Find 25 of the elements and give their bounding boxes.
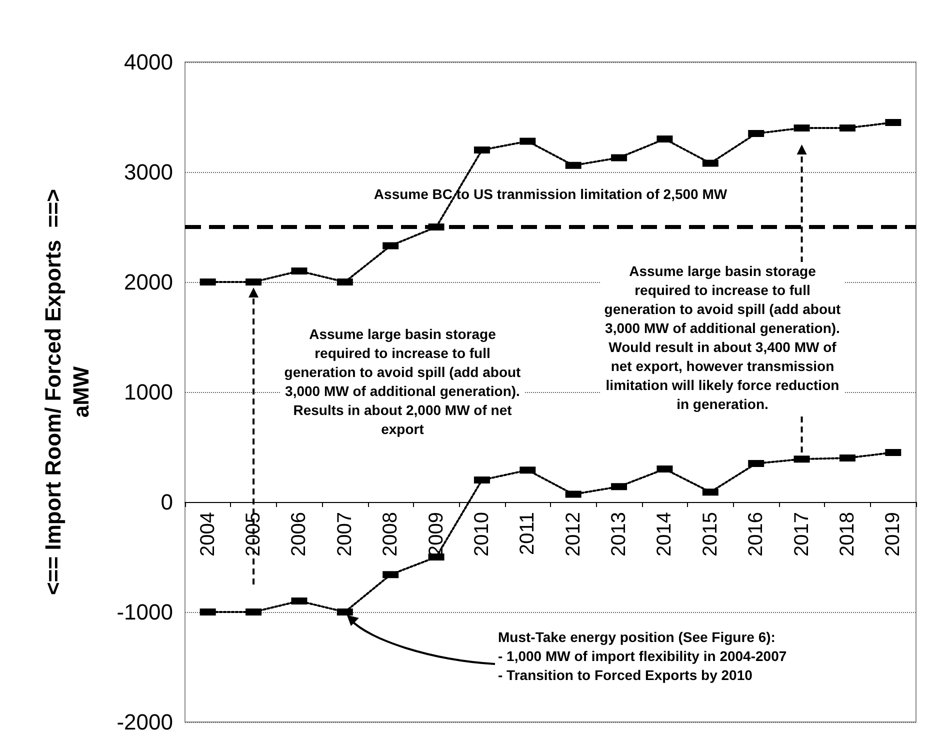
- y-tick-label: -1000: [116, 600, 173, 624]
- annotation: Assume large basin storage required to increase to full generation to avoid spill (add about 3,000 MW of additional generation). Results in about 2,000 MW of net export: [280, 325, 525, 439]
- x-tick-label: 2006: [288, 512, 310, 556]
- y-tick-label: 4000: [124, 50, 173, 74]
- y-tick-label: -2000: [116, 710, 173, 734]
- y-axis-title: <== Import Room/ Forced Exports ==> aMW: [40, 189, 94, 595]
- y-tick-label: 1000: [124, 380, 173, 404]
- y-tick-label: 0: [160, 490, 173, 514]
- x-tick-label: 2011: [516, 512, 539, 556]
- annotation: Must-Take energy position (See Figure 6): - 1,000 MW of import flexibility in 2004-2007 - Transition to Forced Exports by 2010: [498, 628, 798, 685]
- x-tick-label: 2013: [608, 512, 630, 556]
- x-tick-label: 2018: [836, 512, 858, 556]
- annotation: Assume large basin storage required to increase to full generation to avoid spill (add about 3,000 MW of additional generation). Would result in about 3,400 MW of net export, however transmission limitation will likely force reduction in generation.: [600, 262, 845, 414]
- x-tick-label: 2010: [470, 512, 493, 556]
- x-tick-label: 2019: [882, 512, 904, 556]
- x-tick-label: 2015: [699, 512, 722, 556]
- x-tick-label: 2014: [654, 512, 676, 556]
- x-tick-label: 2007: [334, 512, 356, 556]
- x-tick-label: 2016: [745, 512, 768, 556]
- y-tick-label: 2000: [124, 270, 173, 294]
- x-tick-label: 2012: [562, 512, 584, 556]
- y-tick-label: 3000: [124, 160, 173, 184]
- x-tick-label: 2004: [196, 512, 219, 556]
- x-tick-label: 2017: [790, 512, 813, 556]
- x-tick-label: 2008: [380, 512, 402, 556]
